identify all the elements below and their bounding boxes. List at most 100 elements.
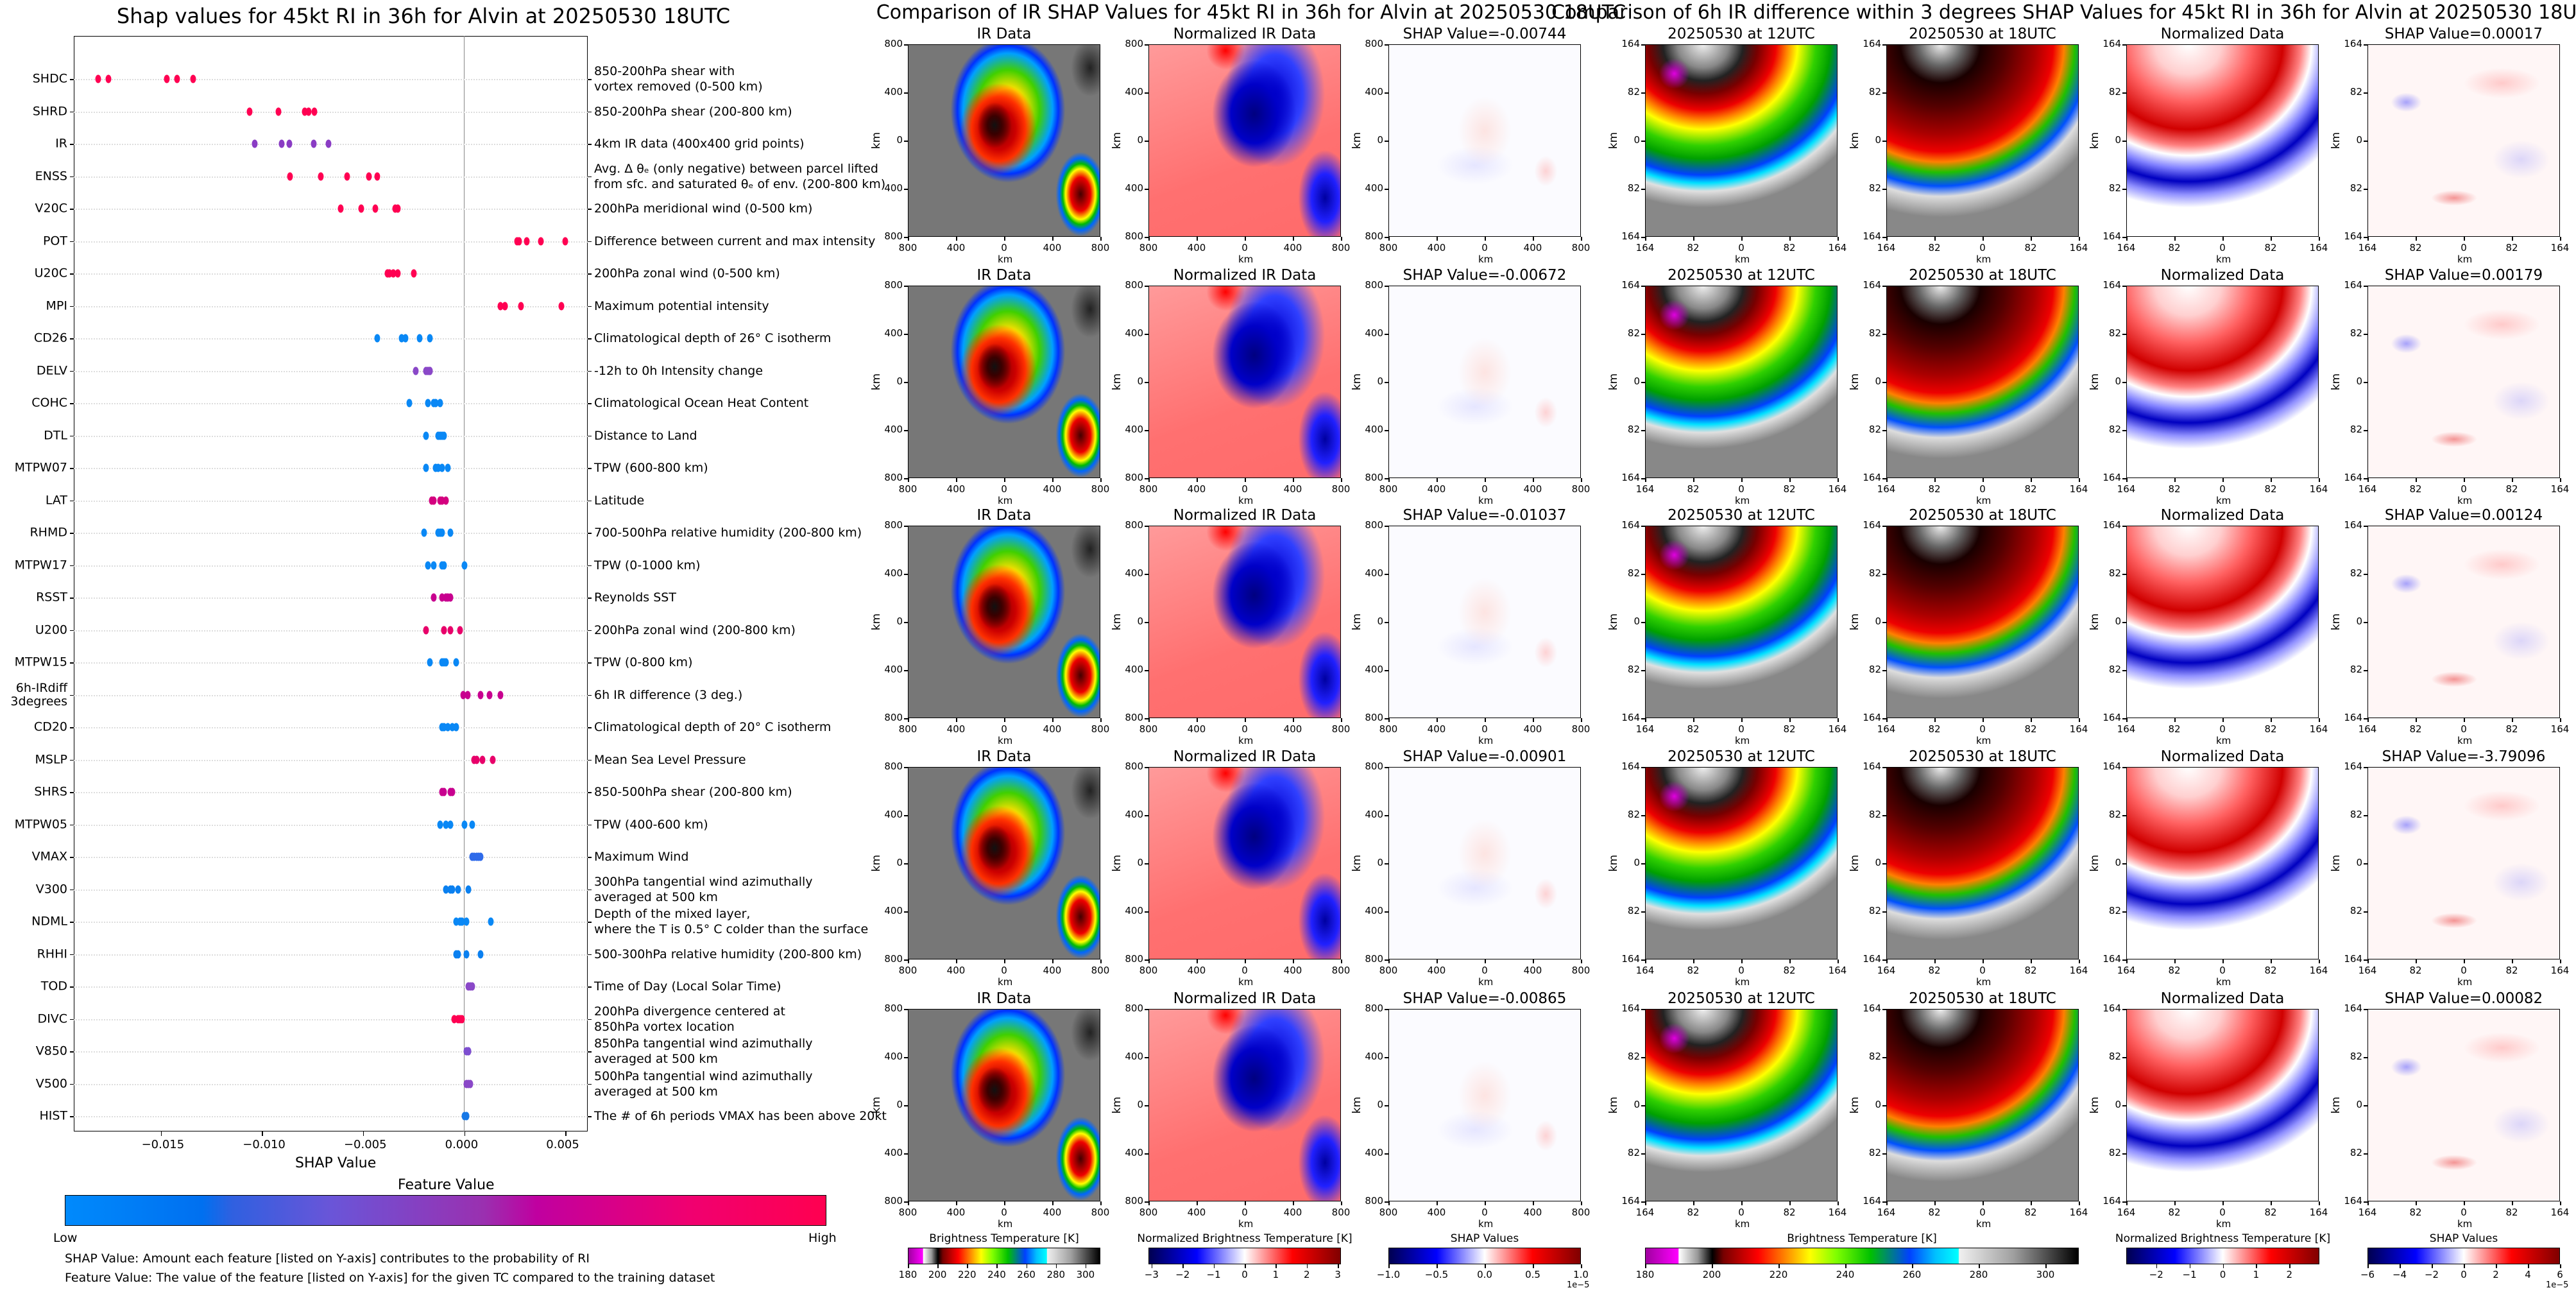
ytick-mark: [1145, 1201, 1148, 1203]
xtick-mark: [1148, 959, 1150, 963]
ytick-mark: [2122, 1201, 2126, 1203]
xtick-mark: [2464, 1201, 2465, 1205]
xlabel-km: km: [1238, 254, 1254, 265]
colorbar-tick: [1845, 1264, 1847, 1268]
ytick-mark: [2122, 815, 2126, 816]
colorbar-tick-label: 240: [1836, 1269, 1855, 1280]
colorbar-tick: [1485, 1264, 1486, 1268]
shap-point: [431, 593, 437, 602]
shap-point: [252, 139, 258, 148]
xtick-mark: [1052, 478, 1053, 482]
image-panel-d18: [1886, 286, 2079, 478]
xtick-mark: [1388, 237, 1390, 241]
ytick-label: 82: [2350, 809, 2362, 820]
ytick-right: [588, 144, 592, 145]
ytick-label: 800: [1125, 761, 1143, 772]
ytick-label: 164: [2344, 712, 2362, 723]
ytick-mark: [2364, 1105, 2367, 1106]
image-panel-dshap: [2367, 767, 2560, 959]
xlabel-km: km: [2216, 976, 2231, 988]
ytick-mark: [1385, 430, 1388, 431]
xtick-label: 82: [2505, 723, 2518, 735]
xlabel-km: km: [1478, 735, 1494, 746]
ytick-label: 0: [1377, 615, 1383, 627]
xtick-mark: [2126, 478, 2128, 482]
ytick-mark: [1145, 622, 1148, 623]
colorbar-tick-label: 280: [1969, 1269, 1988, 1280]
ytick-label: 82: [2350, 424, 2362, 435]
ytick-label: 164: [2103, 761, 2121, 772]
colorbar-tick-label: 2: [2286, 1269, 2293, 1280]
ylabel-km: km: [2330, 132, 2343, 150]
xtick-mark: [363, 1131, 364, 1136]
panel-title: SHAP Value=-0.00901: [1403, 748, 1567, 765]
ytick-label: 400: [1365, 809, 1383, 820]
ytick-mark: [1882, 44, 1886, 46]
ytick-label: 400: [884, 1147, 903, 1158]
xtick-label: 164: [1828, 483, 1847, 495]
ytick-label: 0: [1875, 857, 1881, 868]
xtick-label: 0: [1481, 965, 1488, 976]
panel-title: 20250530 at 12UTC: [1668, 26, 1815, 42]
ytick-label: 82: [1868, 1147, 1881, 1158]
feature-gridline: [74, 565, 588, 567]
colorbar-tick-label: 260: [1017, 1269, 1036, 1280]
colorbar-tick-label: −0.5: [1424, 1269, 1449, 1280]
ytick-mark: [2364, 815, 2367, 816]
xtick-mark: [1052, 1201, 1053, 1205]
xtick-label: 800: [1571, 483, 1591, 495]
xtick-mark: [1581, 718, 1582, 722]
ytick-label: 800: [1365, 230, 1383, 242]
xtick-label: 82: [2264, 723, 2277, 735]
xtick-mark: [2367, 959, 2369, 963]
xlabel-km: km: [2457, 735, 2473, 746]
xtick-mark: [1934, 718, 1936, 722]
shap-point: [386, 269, 393, 278]
feature-gridline: [74, 630, 588, 632]
colorbar-tick-label: 2: [2493, 1269, 2499, 1280]
ytick-mark: [2364, 1009, 2367, 1010]
xtick-mark: [1293, 718, 1294, 722]
colorbar-tick-label: −1.0: [1376, 1269, 1401, 1280]
feature-label: CD20: [33, 719, 67, 734]
xtick-mark: [2560, 718, 2561, 722]
ytick-label: 82: [1868, 182, 1881, 194]
feature-gridline: [74, 1051, 588, 1053]
image-panel-d12: [1645, 1009, 1838, 1201]
ytick-mark: [2122, 430, 2126, 431]
ytick-label: 82: [2108, 182, 2121, 194]
colorbar-tick-label: 180: [1635, 1269, 1655, 1280]
xtick-mark: [1052, 237, 1053, 241]
xtick-mark: [2174, 478, 2176, 482]
xtick-label: 82: [2024, 723, 2037, 735]
ylabel-km: km: [2088, 373, 2102, 391]
colorbar-tick: [1055, 1264, 1057, 1268]
ytick-mark: [2364, 622, 2367, 623]
xtick-mark: [1004, 478, 1005, 482]
colorbar-tick-label: 6: [2557, 1269, 2563, 1280]
ytick-left: [70, 111, 74, 112]
ytick-mark: [904, 574, 908, 575]
feature-description: The # of 6h periods VMAX has been above …: [594, 1109, 887, 1123]
xtick-label: 82: [2409, 723, 2422, 735]
shap-point: [558, 302, 565, 310]
xtick-mark: [1245, 237, 1246, 241]
xtick-mark: [1004, 1201, 1005, 1205]
shap-point: [486, 691, 493, 699]
feature-description: -12h to 0h Intensity change: [594, 363, 763, 378]
ytick-mark: [1882, 670, 1886, 671]
xtick-mark: [1388, 1201, 1390, 1205]
ytick-label: 82: [2108, 567, 2121, 579]
xtick-mark: [2174, 718, 2176, 722]
ytick-label: 400: [884, 905, 903, 916]
xtick-mark: [1100, 237, 1102, 241]
xtick-label: 82: [2168, 1207, 2181, 1218]
ytick-mark: [1385, 1105, 1388, 1106]
ytick-label: 82: [2350, 86, 2362, 98]
ytick-mark: [904, 334, 908, 335]
ytick-label: 164: [1621, 761, 1640, 772]
shap-point: [455, 885, 461, 893]
xtick-label: 400: [1283, 483, 1302, 495]
xtick-label: 82: [2168, 242, 2181, 254]
ytick-right: [588, 241, 592, 242]
